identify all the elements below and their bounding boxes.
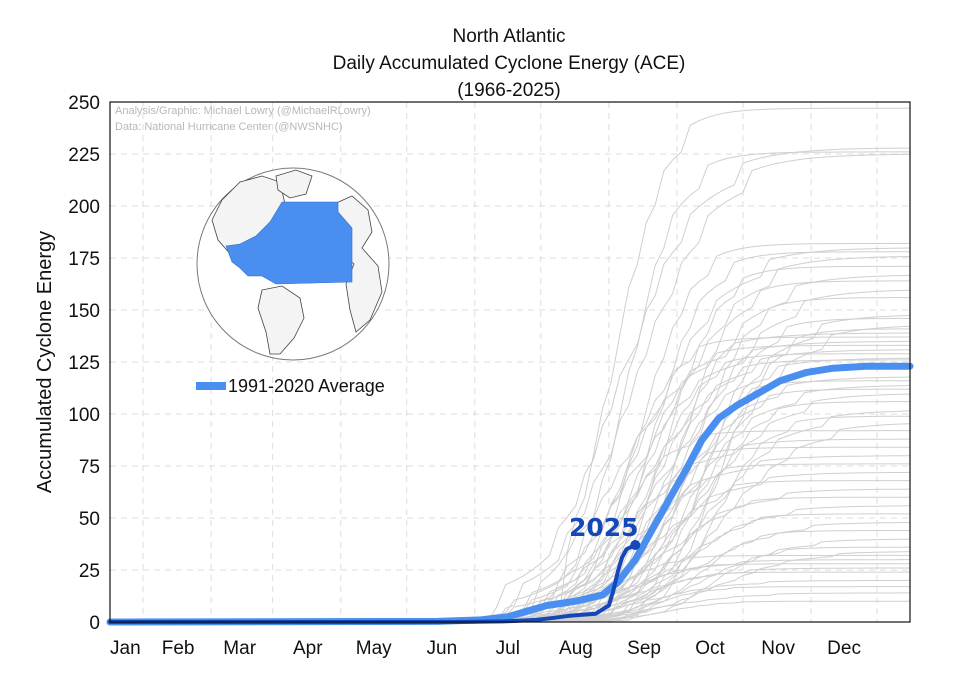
y-tick-label: 0	[89, 613, 100, 634]
y-tick-labels: 0 25 50 75 100 125 150 175 200 225 250	[68, 93, 100, 634]
series-endpoint-2025	[630, 540, 641, 551]
x-tick-label: Dec	[827, 638, 861, 659]
x-tick-labels: Jan Feb Mar Apr May Jun Jul Aug Sep Oct Nov Dec	[110, 638, 861, 659]
greenland-landmass	[275, 169, 313, 199]
y-tick-label: 175	[68, 249, 100, 270]
credits: Analysis/Graphic: Michael Lowry (@Michae…	[115, 105, 371, 133]
x-tick-label: Nov	[761, 638, 795, 659]
historical-season-line	[110, 380, 910, 623]
title-line-1: North Atlantic	[453, 26, 566, 47]
y-tick-label: 75	[79, 457, 100, 478]
x-tick-label: Jul	[496, 638, 520, 659]
y-tick-label: 125	[68, 353, 100, 374]
x-tick-label: Apr	[293, 638, 323, 659]
series-label-2025: 2025	[569, 513, 639, 542]
historical-season-line	[110, 480, 910, 623]
historical-season-line	[110, 496, 910, 623]
historical-season-line	[110, 325, 911, 623]
globe-inset	[196, 167, 390, 361]
historical-season-line	[110, 410, 911, 623]
series-line-1991-2020-average	[106, 362, 914, 626]
y-tick-label: 225	[68, 145, 100, 166]
y-tick-label: 50	[79, 509, 100, 530]
y-tick-label: 100	[68, 405, 100, 426]
credit-data: Data: National Hurricane Center (@NWSNHC…	[115, 121, 343, 133]
legend-label-average: 1991-2020 Average	[228, 376, 385, 396]
x-tick-label: Aug	[559, 638, 593, 659]
south-america-landmass	[257, 285, 305, 355]
x-tick-label: Mar	[223, 638, 256, 659]
x-tick-label: Oct	[695, 638, 725, 659]
x-tick-label: Jun	[427, 638, 458, 659]
y-tick-label: 150	[68, 301, 100, 322]
plot-frame	[109, 101, 911, 623]
historical-season-line	[110, 446, 910, 623]
historical-seasons	[110, 107, 911, 623]
historical-season-line	[110, 471, 911, 623]
x-tick-label: Jan	[110, 638, 141, 659]
title-line-3: (1966-2025)	[457, 80, 561, 101]
chart-title: North Atlantic Daily Accumulated Cyclone…	[333, 26, 686, 101]
x-tick-label: Feb	[162, 638, 195, 659]
historical-season-line	[110, 538, 911, 623]
historical-season-line	[110, 438, 910, 623]
legend: 1991-2020 Average	[196, 376, 385, 396]
y-tick-label: 200	[68, 197, 100, 218]
x-tick-label: May	[356, 638, 392, 659]
historical-season-line	[110, 423, 911, 623]
title-line-2: Daily Accumulated Cyclone Energy (ACE)	[333, 53, 686, 74]
y-tick-label: 25	[79, 561, 100, 582]
x-tick-label: Sep	[627, 638, 661, 659]
y-axis-label: Accumulated Cyclone Energy	[34, 231, 56, 493]
historical-season-line	[110, 530, 910, 623]
historical-season-line	[110, 554, 910, 623]
y-tick-label: 250	[68, 93, 100, 114]
historical-season-line	[110, 107, 910, 623]
credit-analysis: Analysis/Graphic: Michael Lowry (@Michae…	[115, 105, 371, 117]
historical-season-line	[110, 463, 910, 623]
atlantic-basin-region	[225, 201, 353, 285]
